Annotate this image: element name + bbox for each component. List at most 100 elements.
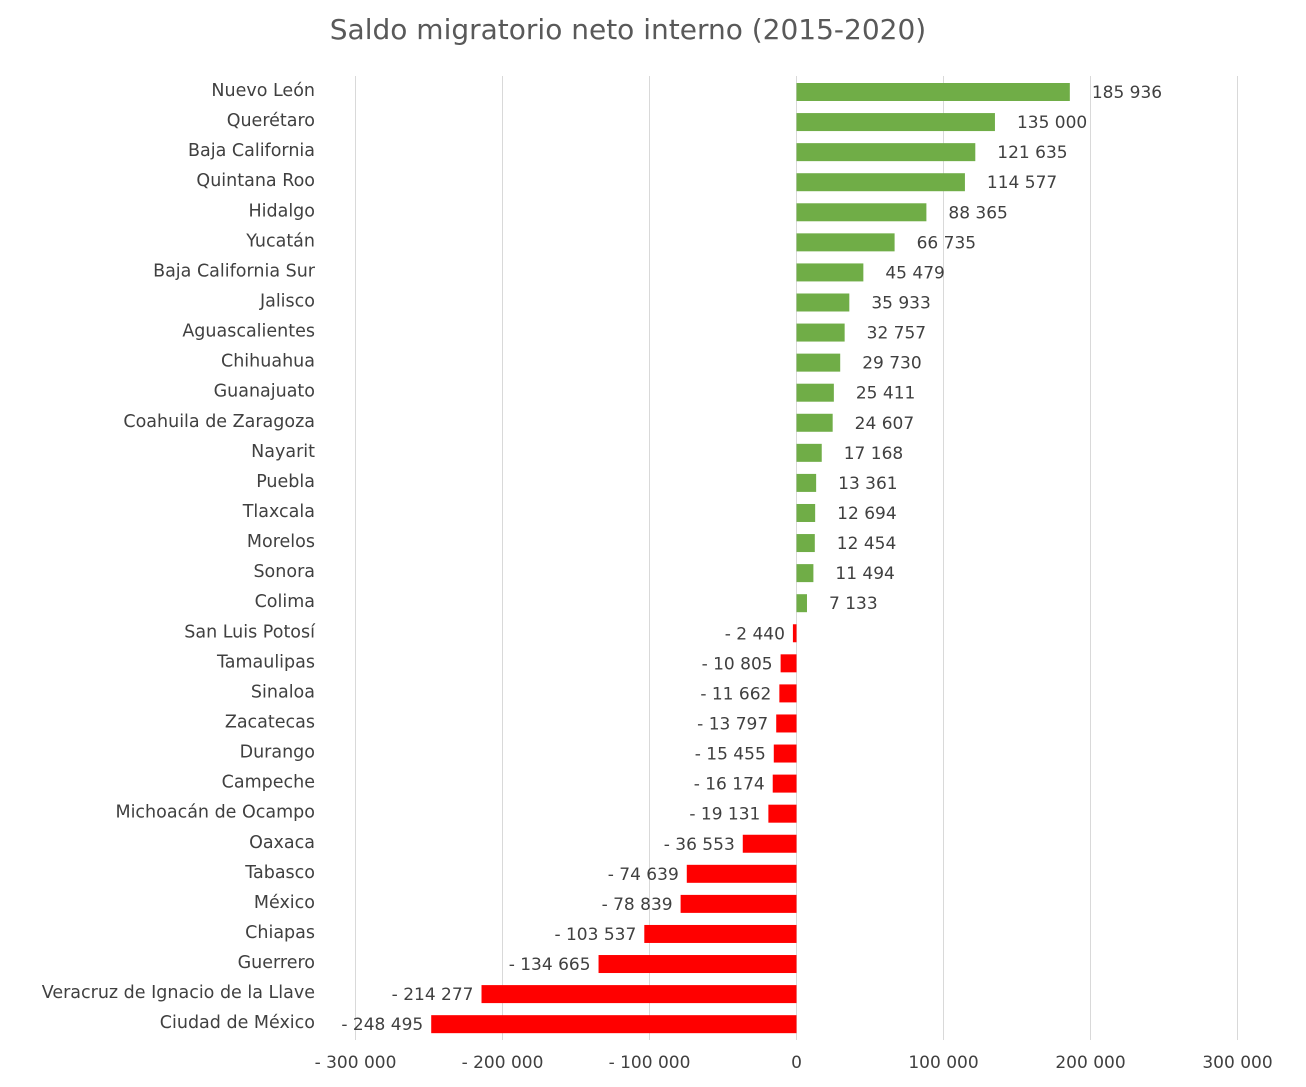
category-label: Puebla [256, 472, 315, 492]
category-label: Quintana Roo [196, 171, 315, 191]
bar [431, 1015, 797, 1034]
bar [796, 383, 834, 402]
data-label: - 134 665 [509, 955, 591, 975]
bar [796, 413, 833, 432]
data-label: 11 494 [835, 564, 894, 584]
category-label: Hidalgo [248, 201, 315, 221]
x-tick-label: 0 [791, 1053, 802, 1073]
bar [796, 113, 995, 132]
category-label: Guerrero [238, 953, 315, 973]
data-label: - 10 805 [702, 654, 773, 674]
category-label: Baja California [188, 141, 315, 161]
x-tick-label: - 300 000 [315, 1053, 397, 1073]
category-label: Oaxaca [249, 833, 315, 853]
category-label: Morelos [247, 532, 315, 552]
x-axis-tick-labels: - 300 000 - 200 000 - 100 000 0 100 000 200 0… [315, 1053, 1273, 1073]
bar [796, 323, 845, 342]
category-label: Jalisco [259, 291, 315, 311]
category-labels: Nuevo León Querétaro Baja California Quinta… [42, 81, 316, 1033]
data-label: - 214 277 [392, 985, 474, 1005]
bar [481, 985, 797, 1004]
category-label: Chiapas [245, 923, 315, 943]
category-label: Nayarit [251, 442, 315, 462]
data-label: - 74 639 [608, 865, 679, 885]
chart-title: Saldo migratorio neto interno (2015-2020… [330, 13, 926, 46]
data-label: 25 411 [856, 384, 915, 404]
bar [796, 203, 927, 222]
bar [776, 714, 797, 733]
category-label: Zacatecas [225, 712, 315, 732]
bar [796, 263, 864, 282]
bar [680, 894, 797, 913]
data-label: - 15 455 [695, 745, 766, 765]
data-label: 12 454 [837, 534, 896, 554]
category-label: Michoacán de Ocampo [115, 803, 315, 823]
bar [686, 864, 797, 883]
bar [796, 443, 822, 462]
category-label: Chihuahua [221, 352, 315, 372]
data-label: - 16 174 [694, 775, 765, 795]
data-label: 12 694 [837, 504, 896, 524]
category-label: San Luis Potosí [184, 622, 316, 642]
data-label: 35 933 [871, 293, 930, 313]
x-tick-label: - 200 000 [462, 1053, 544, 1073]
x-tick-label: 300 000 [1202, 1053, 1272, 1073]
category-label: Yucatán [245, 231, 315, 251]
category-label: Sinaloa [251, 682, 315, 702]
data-label: 7 133 [829, 594, 878, 614]
data-label: 66 735 [917, 233, 976, 253]
data-label: - 11 662 [700, 684, 771, 704]
data-label: 32 757 [867, 324, 926, 344]
bars [431, 83, 1070, 1034]
bar [772, 774, 797, 793]
bar [796, 293, 850, 312]
category-label: Querétaro [227, 111, 315, 131]
category-label: Aguascalientes [182, 322, 315, 342]
bar [796, 233, 895, 252]
data-label: - 2 440 [725, 624, 785, 644]
bar [598, 955, 797, 974]
data-label: 45 479 [885, 263, 944, 283]
x-tick-label: 100 000 [908, 1053, 978, 1073]
category-label: Baja California Sur [153, 261, 316, 281]
data-label: - 78 839 [602, 895, 673, 915]
data-label: 24 607 [855, 414, 914, 434]
data-label: 185 936 [1092, 83, 1162, 103]
x-tick-label: - 100 000 [609, 1053, 691, 1073]
bar [796, 564, 814, 583]
bar [796, 503, 816, 522]
category-label: Coahuila de Zaragoza [123, 412, 315, 432]
data-label: - 19 131 [689, 805, 760, 825]
data-label: 17 168 [844, 444, 903, 464]
bar [796, 594, 807, 613]
data-label: 114 577 [987, 173, 1057, 193]
data-label: 121 635 [997, 143, 1067, 163]
data-label: 135 000 [1017, 113, 1087, 133]
bar [796, 143, 976, 162]
data-label: - 248 495 [341, 1015, 423, 1035]
x-tick-label: 200 000 [1055, 1053, 1125, 1073]
category-label: Sonora [253, 562, 315, 582]
data-label: - 13 797 [697, 714, 768, 734]
bar [742, 834, 797, 853]
bar [780, 654, 797, 673]
bar [796, 353, 841, 372]
bar [796, 83, 1070, 101]
data-label: 88 365 [948, 203, 1007, 223]
bar [796, 534, 815, 553]
data-label: 13 361 [838, 474, 897, 494]
category-label: México [254, 893, 315, 913]
category-label: Tamaulipas [216, 652, 315, 672]
category-label: Tabasco [244, 863, 315, 883]
category-label: Tlaxcala [242, 502, 315, 522]
data-label: - 36 553 [664, 835, 735, 855]
bar [779, 684, 797, 703]
data-label: - 103 537 [554, 925, 636, 945]
bar [773, 744, 797, 763]
category-label: Nuevo León [211, 81, 315, 101]
category-label: Ciudad de México [160, 1013, 315, 1033]
category-label: Durango [240, 743, 315, 763]
bar [796, 173, 965, 192]
